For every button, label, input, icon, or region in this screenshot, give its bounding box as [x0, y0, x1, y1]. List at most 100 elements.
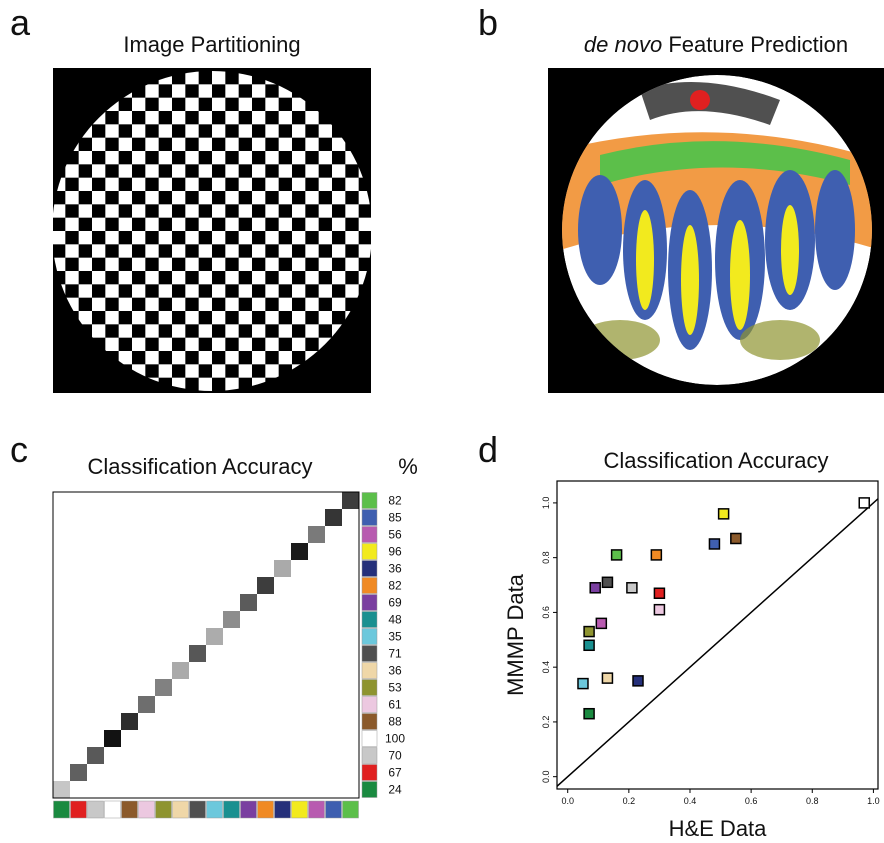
point: [654, 605, 664, 615]
checker-square: [185, 338, 198, 351]
accuracy-label: 71: [388, 647, 402, 661]
checker-square: [319, 311, 332, 324]
checker-square: [132, 258, 145, 271]
checker-square: [185, 71, 198, 84]
checker-square: [119, 324, 132, 337]
checker-square: [239, 124, 252, 137]
checker-square: [132, 311, 145, 324]
accuracy-label: 85: [388, 511, 402, 525]
checker-square: [145, 218, 158, 231]
checker-square: [212, 284, 225, 297]
checker-square: [145, 111, 158, 124]
checker-square: [225, 351, 238, 364]
checker-square: [225, 324, 238, 337]
checker-square: [265, 258, 278, 271]
checker-square: [212, 338, 225, 351]
point: [578, 679, 588, 689]
tissue-region: [681, 225, 699, 335]
checker-square: [279, 244, 292, 257]
checker-square: [265, 124, 278, 137]
accuracy-label: 82: [388, 494, 402, 508]
checker-square: [145, 84, 158, 97]
point: [584, 627, 594, 637]
checker-square: [265, 98, 278, 111]
heatmap-cell: [70, 764, 87, 781]
checker-square: [225, 378, 238, 391]
checker-square: [199, 218, 212, 231]
point: [584, 640, 594, 650]
y-tick-label: 0.2: [541, 716, 551, 729]
checker-square: [52, 204, 65, 217]
checker-square: [105, 258, 118, 271]
checker-square: [292, 98, 305, 111]
class-color-col: [156, 801, 172, 818]
checker-square: [79, 258, 92, 271]
checker-square: [92, 324, 105, 337]
checker-square: [225, 218, 238, 231]
checker-square: [145, 351, 158, 364]
point: [627, 583, 637, 593]
checker-square: [279, 164, 292, 177]
checker-square: [319, 284, 332, 297]
checker-square: [199, 378, 212, 391]
checker-square: [132, 204, 145, 217]
checker-square: [279, 351, 292, 364]
checker-square: [319, 124, 332, 137]
checker-square: [212, 71, 225, 84]
checker-square: [305, 271, 318, 284]
checker-square: [252, 271, 265, 284]
checker-square: [199, 138, 212, 151]
point: [633, 676, 643, 686]
checker-square: [252, 298, 265, 311]
heatmap-cell: [138, 696, 155, 713]
heatmap-cell: [223, 611, 240, 628]
point: [719, 509, 729, 519]
point: [709, 539, 719, 549]
checker-square: [119, 191, 132, 204]
point: [654, 588, 664, 598]
checker-square: [265, 204, 278, 217]
class-color-row: [362, 765, 377, 781]
checker-square: [79, 311, 92, 324]
checker-square: [332, 218, 345, 231]
checker-square: [252, 351, 265, 364]
checker-square: [172, 218, 185, 231]
point: [859, 498, 869, 508]
checker-square: [185, 284, 198, 297]
checker-square: [132, 151, 145, 164]
heatmap-cell: [53, 781, 70, 798]
point: [731, 533, 741, 543]
checker-square: [319, 231, 332, 244]
checker-square: [305, 218, 318, 231]
tissue-region: [781, 205, 799, 295]
checker-square: [119, 351, 132, 364]
checker-square: [172, 298, 185, 311]
checker-square: [199, 191, 212, 204]
checker-square: [252, 218, 265, 231]
class-color-col: [139, 801, 155, 818]
checker-square: [132, 338, 145, 351]
x-tick-label: 0.0: [561, 796, 574, 806]
class-color-col: [275, 801, 291, 818]
checker-square: [279, 298, 292, 311]
checker-square: [225, 138, 238, 151]
checker-square: [132, 98, 145, 111]
point: [596, 618, 606, 628]
point: [612, 550, 622, 560]
checker-square: [185, 311, 198, 324]
checker-square: [292, 311, 305, 324]
y-tick-label: 0.8: [541, 551, 551, 564]
checker-square: [185, 98, 198, 111]
accuracy-label: 70: [388, 749, 402, 763]
checker-square: [212, 311, 225, 324]
checker-square: [225, 164, 238, 177]
class-color-col: [71, 801, 87, 818]
checker-square: [305, 324, 318, 337]
accuracy-label: 35: [388, 630, 402, 644]
checker-square: [185, 178, 198, 191]
checker-square: [265, 178, 278, 191]
checker-square: [172, 138, 185, 151]
x-tick-label: 0.4: [684, 796, 697, 806]
heatmap-cell: [172, 662, 189, 679]
checker-square: [172, 111, 185, 124]
